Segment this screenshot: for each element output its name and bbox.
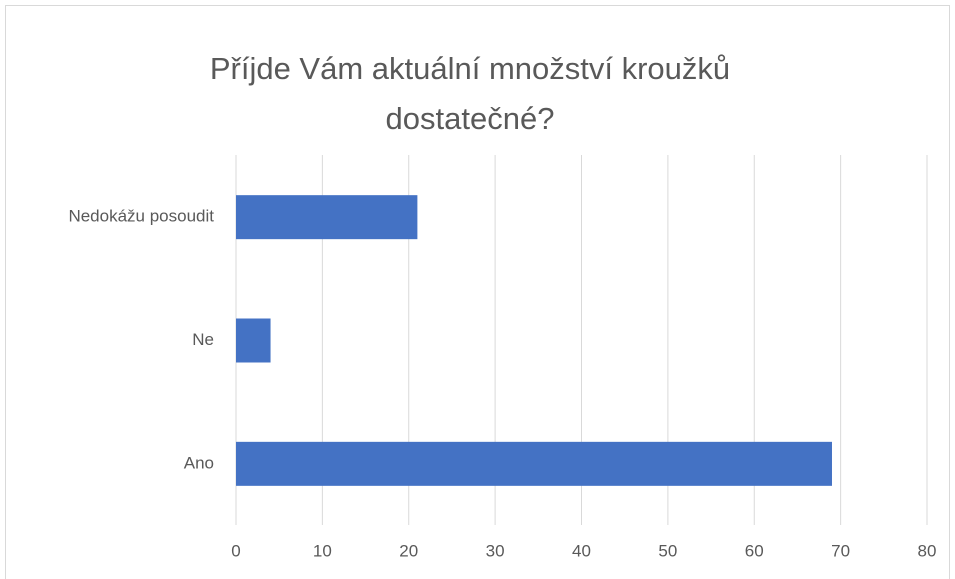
x-tick-label: 20 — [399, 541, 418, 560]
x-tick-label: 0 — [231, 541, 240, 560]
bar — [236, 318, 271, 363]
chart-border — [5, 5, 950, 579]
x-tick-label: 30 — [486, 541, 505, 560]
chart-title: Příjde Vám aktuální množství kroužků dos… — [209, 51, 731, 136]
y-tick-label: Ano — [184, 453, 214, 472]
bar — [236, 441, 832, 486]
y-tick-label: Nedokážu posoudit — [68, 207, 214, 226]
x-tick-label: 60 — [745, 541, 764, 560]
x-tick-label: 10 — [313, 541, 332, 560]
x-tick-label: 50 — [658, 541, 677, 560]
x-tick-label: 80 — [918, 541, 937, 560]
bar — [236, 195, 418, 240]
y-tick-label: Ne — [192, 330, 214, 349]
x-tick-label: 70 — [831, 541, 850, 560]
x-tick-label: 40 — [572, 541, 591, 560]
